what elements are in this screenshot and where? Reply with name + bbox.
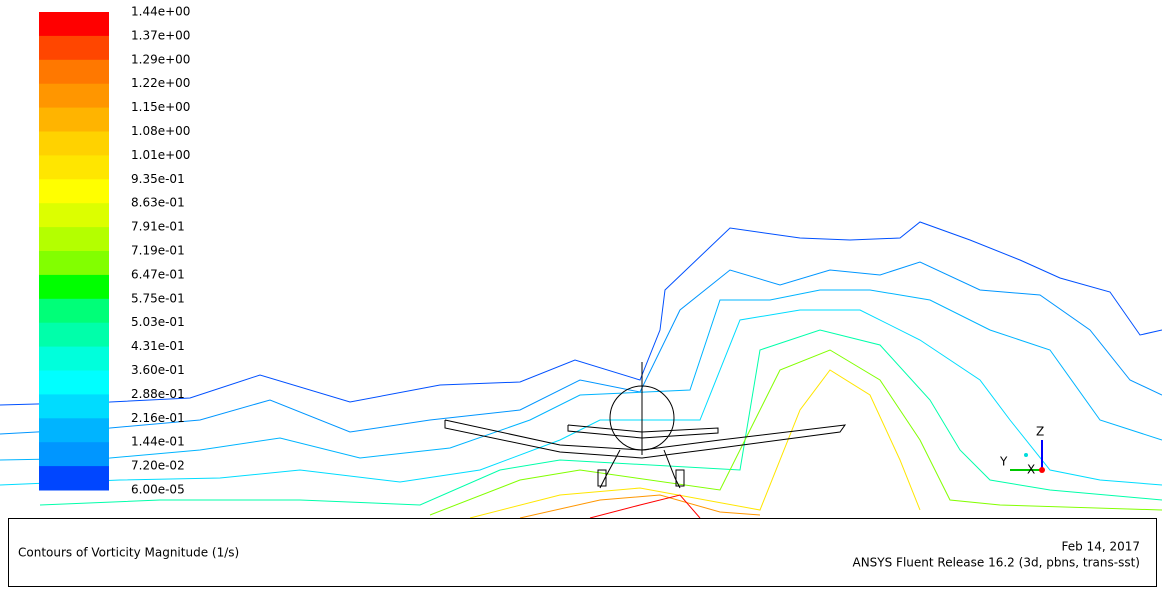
colorbar-band xyxy=(39,35,109,61)
triad-x-label: X xyxy=(1027,463,1035,477)
colorbar-label: 4.31e-01 xyxy=(131,339,185,353)
colorbar-label: 2.88e-01 xyxy=(131,387,185,401)
footer-title: Contours of Vorticity Magnitude (1/s) xyxy=(18,546,239,560)
footer-release: ANSYS Fluent Release 16.2 (3d, pbns, tra… xyxy=(852,556,1140,570)
colorbar-band xyxy=(39,203,109,228)
colorbar-band xyxy=(39,83,109,109)
colorbar-band xyxy=(39,155,109,180)
colorbar-band xyxy=(39,59,109,85)
colorbar-label: 2.16e-01 xyxy=(131,411,185,425)
colorbar-band xyxy=(39,179,109,204)
colorbar-band xyxy=(39,12,109,37)
colorbar-band xyxy=(39,370,109,395)
colorbar-label: 1.37e+00 xyxy=(131,28,190,42)
colorbar-band xyxy=(39,107,109,132)
colorbar-label: 1.15e+00 xyxy=(131,100,190,114)
colorbar-label: 7.20e-02 xyxy=(131,459,185,473)
coordinate-triad: Z Y X xyxy=(999,425,1045,477)
footer-date: Feb 14, 2017 xyxy=(1062,540,1141,554)
colorbar-label: 9.35e-01 xyxy=(131,172,185,186)
triad-y-label: Y xyxy=(999,455,1008,469)
triad-z-label: Z xyxy=(1036,425,1044,439)
colorbar-label: 7.19e-01 xyxy=(131,244,185,258)
colorbar-label: 1.01e+00 xyxy=(131,148,190,162)
colorbar-band xyxy=(39,442,109,467)
colorbar-band xyxy=(39,346,109,371)
colorbar-band xyxy=(39,131,109,156)
colorbar-band xyxy=(39,466,109,491)
colorbar-label: 5.75e-01 xyxy=(131,291,185,305)
colorbar-label: 1.44e-01 xyxy=(131,435,185,449)
contour-lines xyxy=(0,221,1162,519)
colorbar-label: 3.60e-01 xyxy=(131,363,185,377)
colorbar-label: 8.63e-01 xyxy=(131,196,185,210)
colorbar-band xyxy=(39,322,109,348)
colorbar-label: 6.47e-01 xyxy=(131,267,185,281)
colorbar-band xyxy=(39,251,109,276)
colorbar-label: 1.29e+00 xyxy=(131,52,190,66)
colorbar-label: 1.44e+00 xyxy=(131,5,190,19)
colorbar-label: 6.00e-05 xyxy=(131,483,185,497)
colorbar-label: 1.08e+00 xyxy=(131,124,190,138)
colorbar-label: 7.91e-01 xyxy=(131,220,185,234)
colorbar-band xyxy=(39,227,109,252)
colorbar-band xyxy=(39,394,109,419)
colorbar-band xyxy=(39,274,109,300)
colorbar-band xyxy=(39,418,109,443)
colorbar-label: 5.03e-01 xyxy=(131,315,185,329)
aircraft-outline xyxy=(444,362,847,489)
colorbar-band xyxy=(39,298,109,324)
colorbar-label: 1.22e+00 xyxy=(131,76,190,90)
colorbar: 1.44e+00 1.37e+00 1.29e+00 1.22e+00 1.15e+00… xyxy=(39,5,190,497)
footer-box xyxy=(8,518,1157,587)
